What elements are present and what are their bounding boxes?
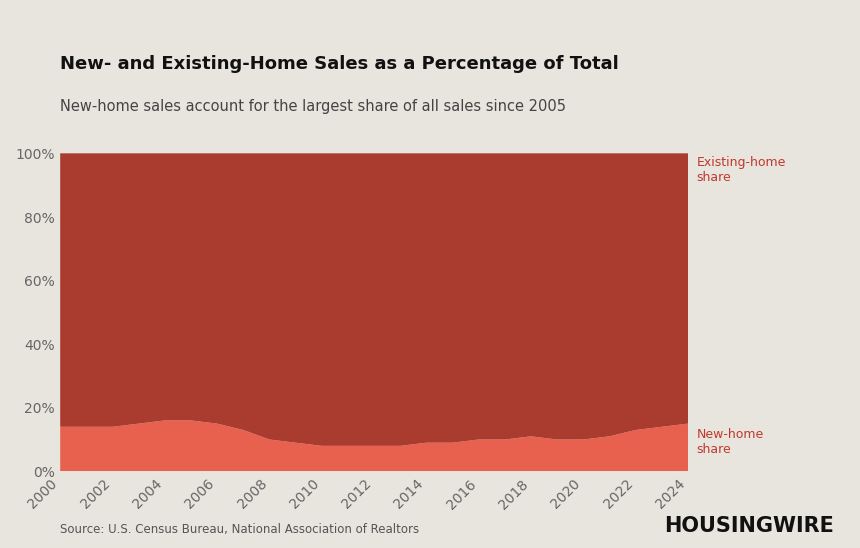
Text: Existing-home
share: Existing-home share <box>697 156 786 184</box>
Text: New-home
share: New-home share <box>697 428 764 456</box>
Text: New-home sales account for the largest share of all sales since 2005: New-home sales account for the largest s… <box>60 99 566 113</box>
Text: HOUSINGWIRE: HOUSINGWIRE <box>664 516 834 536</box>
Text: Source: U.S. Census Bureau, National Association of Realtors: Source: U.S. Census Bureau, National Ass… <box>60 523 420 536</box>
Text: New- and Existing-Home Sales as a Percentage of Total: New- and Existing-Home Sales as a Percen… <box>60 55 619 73</box>
